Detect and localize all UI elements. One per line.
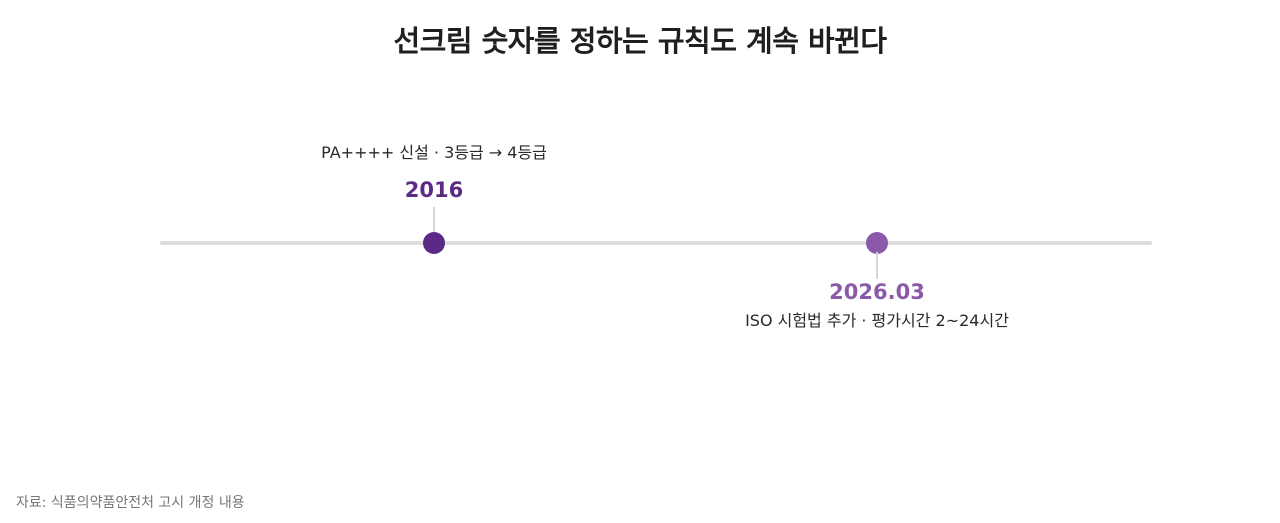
source-note: 자료: 식품의약품안전처 고시 개정 내용 (16, 495, 245, 511)
event-connector-2016 (433, 207, 435, 235)
timeline-axis (160, 241, 1152, 245)
event-description-2016: PA++++ 신설 · 3등급 → 4등급 (321, 143, 547, 162)
chart-title: 선크림 숫자를 정하는 규칙도 계속 바뀐다 (393, 24, 887, 58)
event-description-2026: ISO 시험법 추가 · 평가시간 2~24시간 (745, 311, 1009, 330)
event-marker-2026 (866, 232, 888, 254)
event-marker-2016 (423, 232, 445, 254)
event-year-2016: 2016 (404, 178, 464, 202)
event-connector-2026 (876, 252, 878, 279)
event-year-2026: 2026.03 (829, 280, 925, 304)
